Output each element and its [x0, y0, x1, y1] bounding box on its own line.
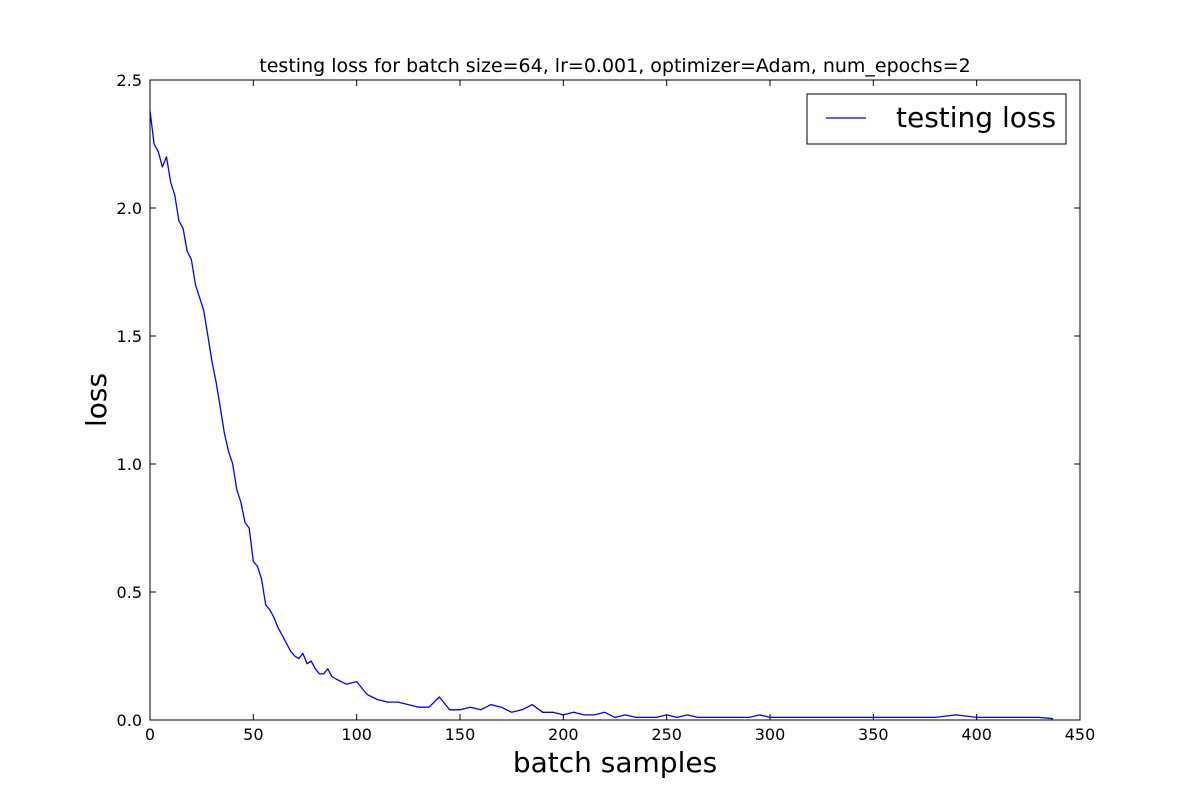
- x-tick-label: 200: [548, 725, 579, 744]
- y-axis-label: loss: [80, 373, 113, 427]
- x-tick-label: 250: [651, 725, 682, 744]
- series-line-testing-loss: [149, 110, 1054, 720]
- y-tick-label: 0.5: [117, 583, 142, 602]
- series-layer: [149, 110, 1054, 720]
- y-tick-label: 1.5: [117, 327, 142, 346]
- x-tick-label: 0: [145, 725, 155, 744]
- x-axis: 0 50 100 150 200 250 300 350 400 450: [145, 80, 1095, 744]
- y-tick-label: 1.0: [117, 455, 142, 474]
- legend: testing loss: [806, 93, 1067, 145]
- x-tick-label: 400: [961, 725, 992, 744]
- x-axis-label: batch samples: [513, 746, 717, 779]
- chart-title: testing loss for batch size=64, lr=0.001…: [259, 55, 970, 77]
- legend-label: testing loss: [896, 101, 1056, 134]
- x-tick-label: 300: [755, 725, 786, 744]
- y-axis: 0.0 0.5 1.0 1.5 2.0 2.5: [117, 71, 1080, 730]
- legend-box: [806, 93, 1067, 145]
- x-tick-label: 450: [1065, 725, 1096, 744]
- plot-area: [149, 79, 1081, 721]
- y-tick-label: 2.5: [117, 71, 142, 90]
- x-tick-label: 50: [243, 725, 263, 744]
- y-tick-label: 2.0: [117, 199, 142, 218]
- x-tick-label: 100: [341, 725, 372, 744]
- y-tick-label: 0.0: [117, 711, 142, 730]
- x-tick-label: 150: [445, 725, 476, 744]
- x-tick-label: 350: [858, 725, 889, 744]
